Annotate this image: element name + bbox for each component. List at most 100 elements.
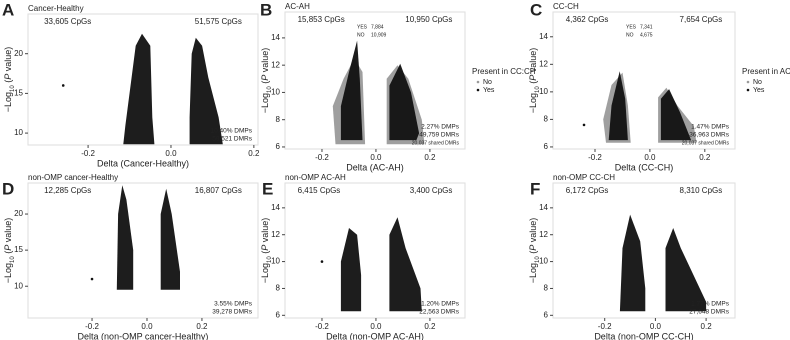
panel-label: A [2, 0, 14, 19]
y-tick-label: 12 [539, 230, 548, 239]
y-label-part: value) [528, 48, 538, 75]
y-label-part: −Log [260, 263, 270, 283]
x-tick-label: -0.2 [81, 149, 95, 158]
y-tick-label: 14 [539, 32, 548, 41]
panel-title: non-OMP CC-CH [553, 173, 615, 182]
panel-label: C [530, 0, 542, 19]
y-label-part: −Log [528, 93, 538, 113]
y-axis-label: −Log10 (P value) [528, 218, 540, 284]
x-tick-label: 0.2 [699, 153, 711, 162]
legend-title: Present in AC:AH [742, 67, 790, 76]
count-label: 33,605 CpGs [44, 17, 91, 26]
y-tick-label: 8 [276, 115, 281, 124]
y-tick-label: 8 [276, 284, 281, 293]
x-tick-label: -0.2 [315, 153, 329, 162]
plot-frame [552, 11, 736, 150]
count-label: 51,575 CpGs [195, 17, 242, 26]
y-tick-label: 8 [544, 284, 549, 293]
panel-title: CC-CH [553, 2, 579, 11]
point-cloud [123, 33, 155, 145]
y-label-part: 10 [535, 256, 541, 263]
count-label: 10,950 CpGs [405, 15, 452, 24]
x-axis-label: Delta (CC-CH) [615, 162, 674, 172]
stat-label: 49,759 DMRs [419, 132, 459, 139]
legend-label: No [483, 79, 492, 86]
y-tick-label: 6 [544, 310, 549, 319]
count-label: 6,415 CpGs [298, 186, 341, 195]
x-tick-label: 0.0 [165, 149, 177, 158]
y-label-part: P [260, 75, 270, 81]
legend-label: Yes [753, 87, 765, 94]
x-tick-label: -0.2 [588, 153, 602, 162]
x-tick-label: 0.2 [248, 149, 260, 158]
y-label-part: ( [3, 251, 13, 257]
legend-label: No [753, 79, 762, 86]
set-label: YES [626, 24, 637, 30]
y-tick-label: 6 [276, 142, 281, 151]
count-label: 15,853 CpGs [298, 15, 345, 24]
y-tick-label: 10 [14, 128, 23, 137]
set-count: 4,675 [640, 32, 653, 38]
count-label: 3,400 CpGs [410, 186, 453, 195]
y-label-part: −Log [3, 263, 13, 283]
plot-frame [27, 182, 259, 319]
point-cloud [160, 188, 180, 290]
count-label: 16,807 CpGs [195, 186, 242, 195]
y-label-part: P [3, 245, 13, 251]
y-label-part: 10 [267, 256, 273, 263]
y-label-part: ( [260, 81, 270, 87]
point-cloud [660, 89, 692, 141]
stat-label: 39,278 DMRs [212, 309, 252, 316]
y-axis-label: −Log10 (P value) [260, 48, 272, 114]
panel-label: E [262, 179, 273, 198]
y-tick-label: 10 [539, 257, 548, 266]
point-cloud [340, 228, 362, 312]
y-label-part: 10 [267, 86, 273, 93]
count-label: 6,172 CpGs [566, 186, 609, 195]
y-label-part: value) [528, 218, 538, 245]
set-label: NO [626, 32, 634, 38]
y-label-part: 10 [10, 85, 16, 92]
count-label: 12,285 CpGs [44, 186, 91, 195]
y-tick-label: 10 [271, 88, 280, 97]
y-label-part: −Log [260, 93, 270, 113]
y-tick-label: 14 [271, 203, 280, 212]
legend-title: Present in CC:CH [472, 67, 536, 76]
point [90, 277, 94, 281]
y-tick-label: 20 [14, 49, 23, 58]
point [582, 123, 586, 127]
x-tick-label: 0.0 [141, 322, 153, 331]
x-axis-label: Delta (Cancer-Healthy) [97, 158, 189, 168]
y-label-part: ( [528, 251, 538, 257]
stat-label: 22,563 DMRs [419, 309, 459, 316]
y-label-part: ( [528, 81, 538, 87]
stat-label: 20,037 shared DMRs [412, 140, 460, 146]
y-tick-label: 15 [14, 89, 23, 98]
y-tick-label: 12 [271, 230, 280, 239]
set-count: 10,909 [371, 32, 387, 38]
x-tick-label: -0.2 [315, 322, 329, 331]
x-tick-label: -0.2 [85, 322, 99, 331]
y-label-part: −Log [528, 263, 538, 283]
point-cloud [340, 40, 363, 141]
stat-label: 2.27% DMPs [421, 124, 460, 131]
point-cloud [608, 71, 628, 141]
set-label: YES [357, 24, 368, 30]
y-axis-label: −Log10 (P value) [260, 218, 272, 284]
y-tick-label: 12 [271, 60, 280, 69]
y-tick-label: 14 [271, 33, 280, 42]
y-label-part: P [528, 75, 538, 81]
point-cloud [619, 214, 646, 312]
x-tick-label: 0.2 [701, 322, 713, 331]
legend-symbol [476, 80, 480, 84]
panel-label: D [2, 179, 14, 198]
y-axis-label: −Log10 (P value) [3, 47, 15, 113]
legend-label: Yes [483, 87, 495, 94]
legend-symbol [476, 88, 480, 92]
stat-label: 10.40% DMPs [210, 128, 252, 135]
stat-label: 20,037 shared DMRs [682, 140, 730, 146]
y-tick-label: 6 [276, 310, 281, 319]
panel-label: F [530, 179, 540, 198]
panel-title: non-OMP cancer-Healthy [28, 173, 118, 182]
point-cloud [116, 185, 134, 290]
